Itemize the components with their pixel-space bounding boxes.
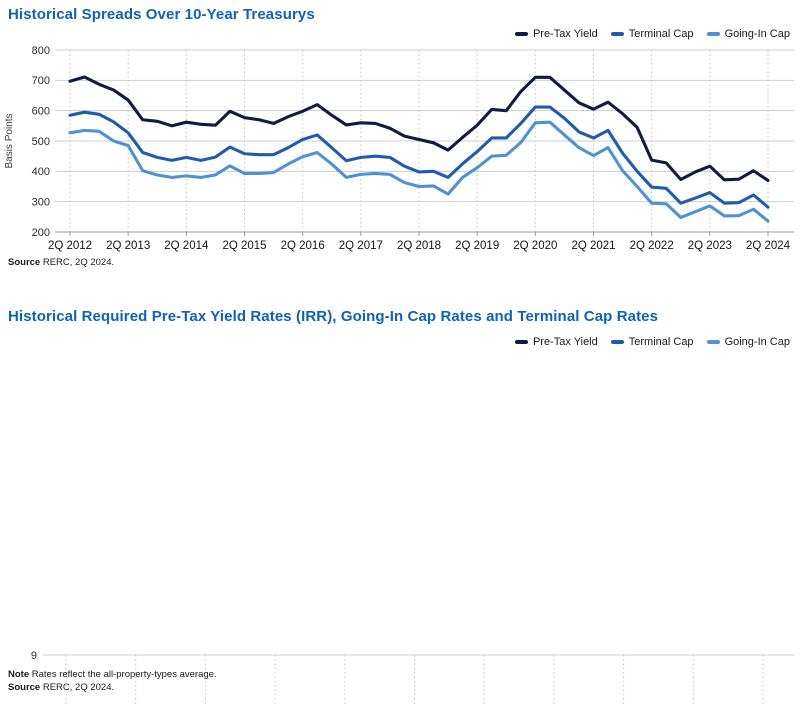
- terminal-cap-swatch-icon: [610, 32, 624, 36]
- series-line-going-in-cap: [68, 120, 770, 223]
- spreads-source-note: Source RERC, 2Q 2024.: [8, 257, 114, 270]
- series-line-terminal-cap: [68, 105, 770, 209]
- legend-label: Terminal Cap: [628, 28, 694, 40]
- legend-label: Pre-Tax Yield: [532, 336, 598, 348]
- legend-item-terminal-cap: Terminal Cap: [610, 336, 694, 348]
- legend-label: Going-In Cap: [724, 336, 790, 348]
- x-axis-tick-label: 2Q 2023: [688, 240, 732, 252]
- spreads-chart-section: Historical Spreads Over 10-Year Treasury…: [0, 0, 800, 300]
- pre-tax-yield-swatch-icon: [514, 32, 528, 36]
- y-axis-tick-label: 700: [32, 75, 50, 87]
- rates-legend: Pre-Tax Yield Terminal Cap Going-In Cap: [514, 336, 790, 348]
- y-axis-tick-label: 9: [31, 650, 37, 662]
- source-label: Source: [8, 681, 41, 693]
- going-in-cap-swatch-icon: [706, 32, 720, 36]
- x-axis-tick-label: 2Q 2016: [281, 240, 325, 252]
- x-axis-tick-label: 2Q 2024: [746, 240, 791, 252]
- x-axis-tick-label: 2Q 2021: [571, 240, 615, 252]
- y-axis-tick-label: 200: [32, 227, 50, 239]
- note-label: Note: [8, 669, 30, 680]
- legend-item-terminal-cap: Terminal Cap: [610, 28, 694, 40]
- x-axis-tick-label: 2Q 2014: [164, 240, 209, 252]
- source-label: Source: [8, 257, 41, 268]
- x-axis-tick-label: 2Q 2019: [455, 240, 499, 252]
- rates-chart-title: Historical Required Pre-Tax Yield Rates …: [8, 308, 659, 325]
- legend-label: Going-In Cap: [724, 28, 790, 40]
- legend-item-pre-tax-yield: Pre-Tax Yield: [514, 336, 598, 348]
- rates-chart-section: Historical Required Pre-Tax Yield Rates …: [0, 300, 800, 706]
- y-axis-tick-label: 300: [32, 196, 50, 208]
- x-axis-tick-label: 2Q 2022: [630, 240, 674, 252]
- going-in-cap-swatch-icon: [706, 340, 720, 344]
- x-axis-tick-label: 2Q 2013: [106, 240, 150, 252]
- legend-label: Pre-Tax Yield: [532, 28, 598, 40]
- y-axis-tick-label: 500: [32, 136, 50, 148]
- legend-label: Terminal Cap: [628, 336, 694, 348]
- legend-item-going-in-cap: Going-In Cap: [706, 336, 790, 348]
- y-axis-tick-label: 400: [32, 166, 50, 178]
- x-axis-tick-label: 2Q 2017: [339, 240, 383, 252]
- y-axis-tick-label: 600: [32, 105, 50, 117]
- spreads-chart-title: Historical Spreads Over 10-Year Treasury…: [8, 6, 315, 23]
- x-axis-tick-label: 2Q 2015: [222, 240, 266, 252]
- series-line-pre-tax-yield: [68, 75, 770, 182]
- spreads-legend: Pre-Tax Yield Terminal Cap Going-In Cap: [514, 28, 790, 40]
- source-text: RERC, 2Q 2024.: [42, 681, 115, 693]
- terminal-cap-swatch-icon: [610, 340, 624, 344]
- rates-notes: Note Rates reflect the all-property-type…: [8, 669, 217, 694]
- source-text: RERC, 2Q 2024.: [42, 257, 115, 268]
- pre-tax-yield-swatch-icon: [514, 340, 528, 344]
- x-axis-tick-label: 2Q 2020: [513, 240, 557, 252]
- legend-item-pre-tax-yield: Pre-Tax Yield: [514, 28, 598, 40]
- x-axis-tick-label: 2Q 2012: [48, 240, 92, 252]
- y-axis-tick-label: 800: [32, 45, 50, 57]
- legend-item-going-in-cap: Going-In Cap: [706, 28, 790, 40]
- x-axis-tick-label: 2Q 2018: [397, 240, 441, 252]
- note-text: Rates reflect the all-property-types ave…: [31, 669, 217, 680]
- y-axis-title: Basis Points: [4, 113, 15, 168]
